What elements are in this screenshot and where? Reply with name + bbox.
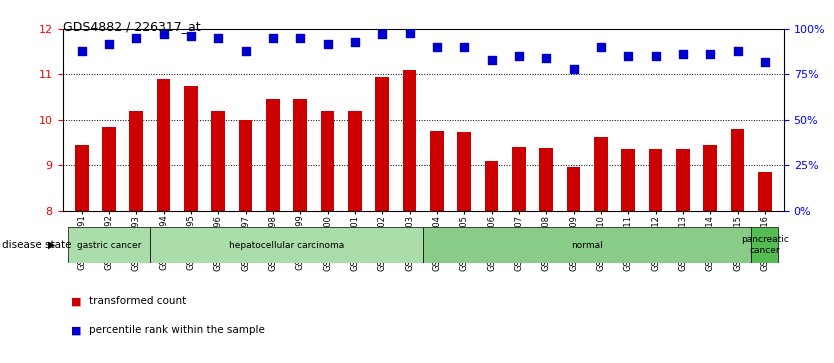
Bar xyxy=(184,86,198,211)
Bar xyxy=(594,137,608,211)
Text: transformed count: transformed count xyxy=(89,296,187,306)
Point xyxy=(430,44,444,50)
Point xyxy=(129,35,143,41)
Point xyxy=(321,41,334,46)
Point xyxy=(184,33,198,39)
Point xyxy=(758,59,771,65)
Point xyxy=(649,53,662,59)
Bar xyxy=(430,131,444,211)
Bar xyxy=(348,111,362,211)
Point xyxy=(375,32,389,37)
Bar xyxy=(266,99,279,211)
Bar xyxy=(751,227,778,263)
Text: ■: ■ xyxy=(71,296,82,306)
Point xyxy=(75,48,88,54)
Bar xyxy=(157,79,170,211)
Bar xyxy=(75,145,88,211)
Text: GDS4882 / 226317_at: GDS4882 / 226317_at xyxy=(63,20,200,33)
Point xyxy=(458,44,471,50)
Point xyxy=(157,32,170,37)
Text: gastric cancer: gastric cancer xyxy=(77,241,141,249)
Text: hepatocellular carcinoma: hepatocellular carcinoma xyxy=(229,241,344,249)
Text: pancreatic
cancer: pancreatic cancer xyxy=(741,235,789,255)
Point xyxy=(676,52,690,57)
Bar xyxy=(294,99,307,211)
Bar xyxy=(649,149,662,211)
Bar xyxy=(731,129,744,211)
Point xyxy=(621,53,635,59)
Point xyxy=(731,48,744,54)
Point xyxy=(239,48,253,54)
Text: ■: ■ xyxy=(71,325,82,335)
Point xyxy=(349,39,362,45)
Point xyxy=(403,30,416,36)
Bar xyxy=(423,227,751,263)
Bar xyxy=(239,120,253,211)
Bar xyxy=(512,147,525,211)
Point xyxy=(103,41,116,46)
Bar xyxy=(567,167,580,211)
Bar xyxy=(68,227,150,263)
Bar xyxy=(758,172,771,211)
Text: disease state: disease state xyxy=(2,240,71,250)
Point xyxy=(704,52,717,57)
Point xyxy=(540,55,553,61)
Text: normal: normal xyxy=(571,241,603,249)
Bar xyxy=(457,132,471,211)
Bar xyxy=(403,70,416,211)
Bar xyxy=(212,111,225,211)
Bar xyxy=(676,149,690,211)
Bar xyxy=(485,160,499,211)
Text: ▶: ▶ xyxy=(48,240,56,250)
Point xyxy=(294,35,307,41)
Point xyxy=(594,44,607,50)
Point xyxy=(485,57,498,63)
Bar xyxy=(375,77,389,211)
Point xyxy=(512,53,525,59)
Point xyxy=(212,35,225,41)
Point xyxy=(567,66,580,72)
Bar xyxy=(703,145,717,211)
Bar xyxy=(321,111,334,211)
Text: percentile rank within the sample: percentile rank within the sample xyxy=(89,325,265,335)
Bar xyxy=(621,149,635,211)
Bar xyxy=(129,111,143,211)
Bar xyxy=(103,127,116,211)
Bar xyxy=(150,227,423,263)
Bar xyxy=(540,148,553,211)
Point xyxy=(266,35,279,41)
